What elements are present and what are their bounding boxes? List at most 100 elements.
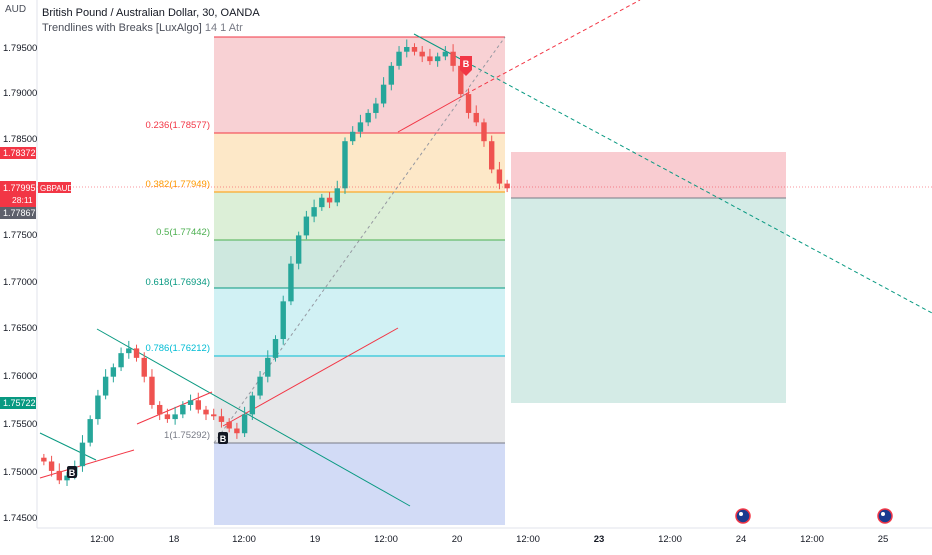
candle-body	[211, 414, 217, 417]
symbol-badge-text: GBPAUD	[40, 184, 73, 193]
short-position-tool[interactable]	[511, 152, 786, 403]
candle-body	[450, 51, 456, 66]
candle-body	[396, 51, 402, 66]
x-tick: 12:00	[516, 534, 540, 545]
symbol-title[interactable]: British Pound / Australian Dollar, 30, O…	[42, 7, 260, 19]
fib-zone-0-0236	[214, 37, 505, 133]
x-tick: 23	[594, 534, 605, 545]
candle-body	[133, 348, 140, 358]
candle-body	[118, 353, 124, 368]
break-marker-3: B	[460, 56, 472, 76]
price-axis[interactable]: 1.79500 1.79000 1.78500 1.77500 1.77000 …	[0, 0, 73, 528]
indicator-name: Trendlines with Breaks [LuxAlgo]	[42, 22, 202, 34]
fib-zone-0618-0786	[214, 288, 505, 356]
candle-body	[64, 475, 70, 481]
candle-body	[203, 409, 209, 415]
candle-body	[295, 235, 302, 264]
candle-body	[95, 395, 101, 420]
indicator-legend[interactable]: Trendlines with Breaks [LuxAlgo] 14 1 At…	[42, 21, 260, 36]
candle-body	[195, 400, 201, 410]
australia-flag-icon[interactable]	[877, 508, 893, 524]
break-marker-1-label: B	[69, 468, 76, 478]
candle-body	[319, 197, 325, 208]
currency-label: AUD	[5, 4, 27, 15]
trendline-down-3	[413, 33, 467, 63]
y-tick: 1.74500	[3, 513, 37, 524]
y-tick: 1.79500	[3, 43, 37, 54]
candle-body	[311, 207, 317, 217]
candle-body	[234, 428, 240, 434]
current-price-text: 1.77995	[3, 183, 36, 193]
trendline-up-4	[397, 93, 467, 133]
candle-body	[342, 141, 348, 189]
time-axis[interactable]: 12:00 18 12:00 19 12:00 20 12:00 23 12:0…	[37, 527, 932, 545]
candle-body	[149, 376, 155, 405]
x-tick: 19	[310, 534, 321, 545]
trendline-down-extension	[465, 61, 932, 314]
trendline-up-1	[39, 449, 135, 479]
x-tick: 25	[878, 534, 889, 545]
candle-body	[102, 376, 109, 396]
fib-label-0618: 0.618(1.76934)	[146, 277, 210, 288]
candle-body	[172, 414, 178, 420]
y-tick: 1.77000	[3, 277, 37, 288]
candle-body	[373, 103, 379, 113]
break-marker-3-label: B	[463, 59, 470, 69]
left-marker-badge	[0, 397, 36, 409]
candle-body	[288, 263, 294, 302]
fib-retracement[interactable]: 0.236(1.78577) 0.382(1.77949) 0.5(1.7744…	[146, 36, 505, 525]
candlestick-series	[41, 39, 510, 486]
y-tick: 1.78500	[3, 134, 37, 145]
x-tick: 12:00	[232, 534, 256, 545]
candle-body	[388, 65, 395, 85]
stop-price-badge-text: 1.78372	[3, 148, 36, 158]
fib-label-1: 1(1.75292)	[164, 430, 210, 441]
candle-body	[41, 457, 47, 462]
fib-diagonal	[213, 36, 506, 444]
x-tick: 24	[736, 534, 747, 545]
candle-body	[265, 357, 271, 377]
trendline-up-extension	[465, 0, 641, 95]
fib-zone-extension	[214, 443, 505, 525]
candle-body	[481, 122, 487, 142]
candle-body	[473, 112, 479, 123]
candle-body	[427, 56, 433, 62]
fib-zone-0382-05	[214, 192, 505, 240]
trendline-down-1	[39, 432, 97, 461]
x-tick: 12:00	[90, 534, 114, 545]
candle-body	[496, 169, 503, 184]
fib-label-0236: 0.236(1.78577)	[146, 120, 210, 131]
fib-zone-0786-1	[214, 356, 505, 443]
candle-body	[504, 183, 510, 189]
x-tick: 12:00	[374, 534, 398, 545]
break-marker-1: B	[67, 466, 77, 478]
candle-body	[48, 461, 55, 471]
candle-body	[357, 122, 364, 132]
trendline-down-2	[96, 328, 411, 507]
candle-body	[164, 414, 171, 420]
candle-body	[434, 56, 441, 62]
y-tick: 1.79000	[3, 88, 37, 99]
x-tick: 18	[169, 534, 180, 545]
candle-body	[218, 416, 225, 422]
fib-label-0382: 0.382(1.77949)	[146, 179, 210, 190]
candle-body	[326, 197, 333, 203]
x-tick: 20	[452, 534, 463, 545]
fib-zone-05-0618	[214, 240, 505, 288]
x-tick: 12:00	[800, 534, 824, 545]
candle-body	[365, 112, 371, 123]
y-tick: 1.75000	[3, 467, 37, 478]
candle-body	[187, 400, 194, 405]
stop-price-badge	[0, 147, 36, 159]
left-marker-text: 1.75722	[3, 398, 36, 408]
fib-zone-0236-0382	[214, 133, 505, 192]
candle-body	[380, 84, 387, 104]
candle-body	[126, 348, 132, 354]
stop-loss-zone	[511, 152, 786, 198]
australia-flag-icon[interactable]	[735, 508, 751, 524]
take-profit-zone	[511, 198, 786, 403]
indicator-params: 14 1 Atr	[204, 22, 243, 34]
candle-body	[79, 442, 86, 467]
